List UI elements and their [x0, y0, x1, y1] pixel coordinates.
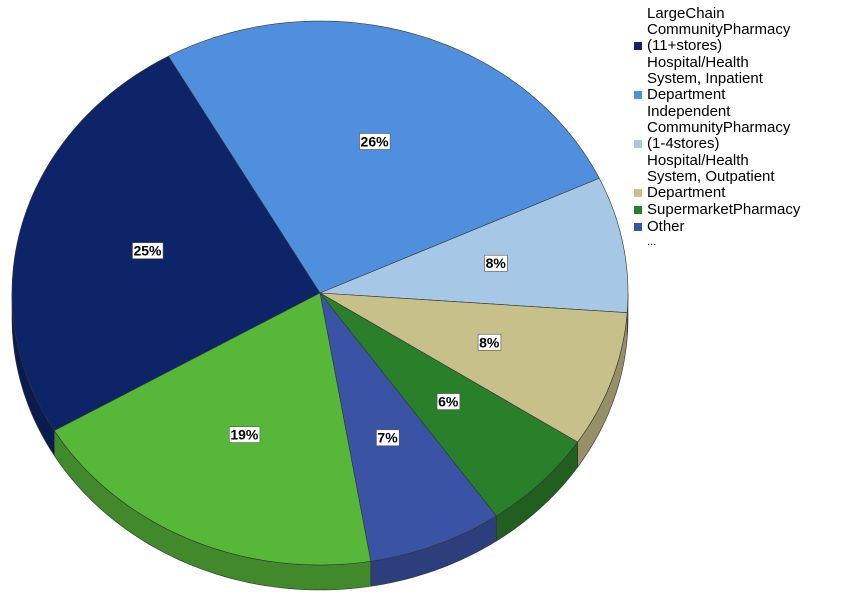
- data-label: 7%: [377, 430, 398, 446]
- legend-item: Other: [634, 219, 807, 235]
- data-label: 6%: [438, 394, 459, 410]
- legend-label: Other: [647, 218, 685, 235]
- legend-swatch: [634, 189, 642, 197]
- pie-slice: [53, 292, 372, 566]
- legend-swatch: [634, 91, 642, 99]
- data-label-bg: [436, 393, 461, 410]
- data-label: 26%: [361, 133, 390, 149]
- data-label-bg: [477, 333, 502, 351]
- data-label-bg: [229, 426, 261, 443]
- pie-slice: [319, 177, 629, 313]
- legend-label: Hospital/Health System, Outpatient Depar…: [647, 152, 775, 201]
- legend-item: SupermarketPharmacy: [634, 202, 807, 218]
- pie-slice: [319, 292, 497, 562]
- legend-swatch: [634, 140, 642, 148]
- data-label: 8%: [479, 334, 500, 350]
- legend-label: Hospital/Health System, Inpatient Depart…: [647, 54, 763, 103]
- data-label-bg: [376, 429, 400, 447]
- data-label-bg: [132, 242, 164, 260]
- pie-slice: [11, 55, 321, 432]
- legend: LargeChain CommunityPharmacy (11+stores)…: [634, 6, 807, 248]
- data-label: 19%: [230, 427, 259, 443]
- legend-swatch: [634, 206, 642, 214]
- legend-item: LargeChain CommunityPharmacy (11+stores): [634, 6, 807, 54]
- pie-slice: [319, 292, 628, 443]
- pie: 25% 26% 8% 8% 6% 7% 19%: [11, 20, 629, 591]
- legend-item: Hospital/Health System, Inpatient Depart…: [634, 55, 807, 103]
- data-label: 8%: [486, 255, 507, 271]
- legend-swatch: [634, 223, 642, 231]
- legend-swatch: [634, 42, 642, 50]
- legend-item: Hospital/Health System, Outpatient Depar…: [634, 153, 807, 201]
- legend-label: LargeChain CommunityPharmacy (11+stores): [647, 5, 791, 54]
- data-label-bg: [359, 133, 391, 150]
- legend-label: SupermarketPharmacy: [647, 201, 801, 218]
- legend-more: ...: [647, 236, 657, 248]
- legend-item: Independent CommunityPharmacy (1-4stores…: [634, 104, 807, 152]
- data-label: 25%: [133, 243, 162, 259]
- legend-label: Independent CommunityPharmacy (1-4stores…: [647, 103, 791, 152]
- pie-slice: [167, 20, 600, 294]
- data-label-bg: [484, 254, 508, 272]
